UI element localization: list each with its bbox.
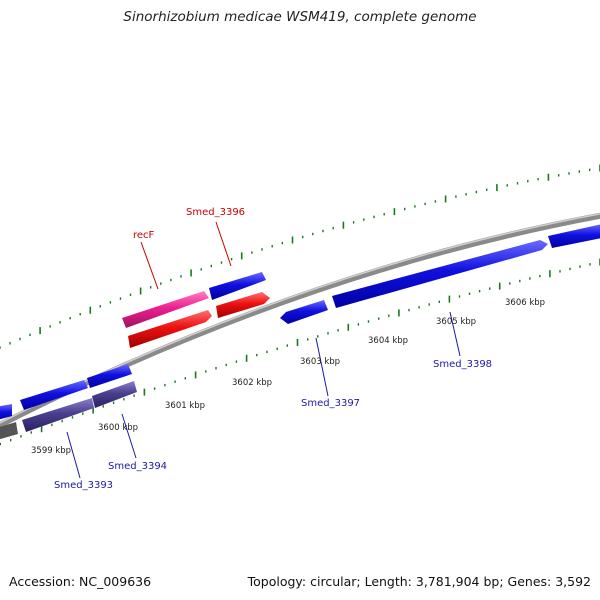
scale-label: 3603 kbp	[300, 357, 340, 367]
gene-arrow-forward[interactable]	[332, 240, 548, 308]
gene-label-smed-3398[interactable]: Smed_3398	[433, 359, 492, 370]
gene-arrow-forward[interactable]	[548, 224, 600, 248]
genome-backbone-highlight	[0, 213, 600, 424]
scale-label: 3602 kbp	[232, 378, 272, 388]
gene-arrow-reverse[interactable]	[128, 310, 212, 348]
gene-arrow-forward[interactable]	[87, 364, 132, 388]
scale-label: 3605 kbp	[436, 317, 476, 327]
recf-gene-arrow[interactable]	[122, 291, 209, 328]
accession-number: Accession: NC_009636	[9, 574, 152, 589]
forward-strand-genes	[0, 224, 600, 422]
genome-backbone	[0, 212, 600, 429]
gene-arrow-forward[interactable]	[0, 404, 12, 422]
gene-label-recf[interactable]: recF	[133, 230, 155, 241]
genome-summary: Topology: circular; Length: 3,781,904 bp…	[247, 574, 591, 589]
smed-3397-gene-arrow[interactable]	[280, 300, 328, 324]
forward-strand-tick-ring	[0, 164, 600, 349]
reverse-strand-genes	[0, 292, 328, 442]
scale-label: 3604 kbp	[368, 336, 408, 346]
gene-label-smed-3396[interactable]: Smed_3396	[186, 207, 245, 218]
smed-3394-gene-arrow[interactable]	[92, 381, 137, 408]
gene-arrow-forward[interactable]	[20, 380, 88, 410]
scale-label: 3599 kbp	[31, 446, 71, 456]
smed-3393-gene-arrow[interactable]	[22, 398, 94, 432]
map-title: Sinorhizobium medicae WSM419, complete g…	[123, 9, 477, 25]
gene-arrow-reverse[interactable]	[0, 422, 18, 442]
gene-label-smed-3397[interactable]: Smed_3397	[301, 398, 360, 409]
scale-label: 3600 kbp	[98, 423, 138, 433]
gene-label-smed-3394[interactable]: Smed_3394	[108, 461, 167, 472]
scale-label: 3601 kbp	[165, 401, 205, 411]
label-leader-lines	[66, 221, 461, 479]
smed-3396-gene-arrow[interactable]	[209, 272, 266, 300]
gene-label-smed-3393[interactable]: Smed_3393	[54, 480, 113, 491]
scale-label: 3606 kbp	[505, 298, 545, 308]
gene-arrow-reverse[interactable]	[216, 292, 270, 318]
reverse-strand-tick-ring	[0, 258, 600, 446]
